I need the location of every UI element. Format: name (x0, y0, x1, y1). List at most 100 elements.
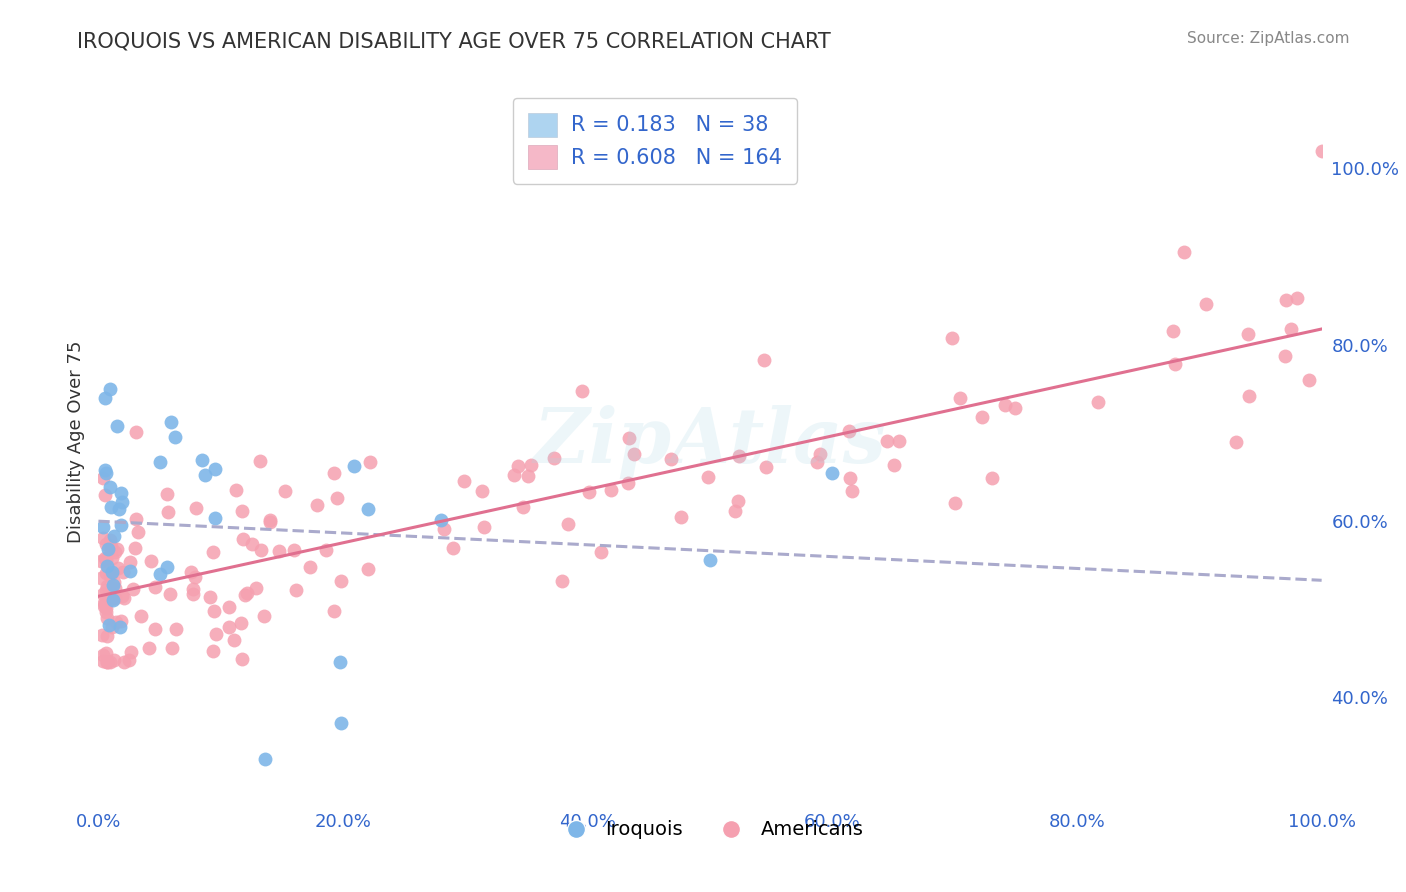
Point (97, 541, 120, 556)
Point (100, 565, 122, 579)
Point (90, 554, 112, 568)
Point (96, 553, 118, 567)
Point (323, 604, 346, 618)
Point (259, 515, 281, 529)
Point (543, 450, 565, 465)
Point (94, 550, 117, 565)
Point (1161, 325, 1184, 339)
Point (118, 555, 141, 569)
Point (91, 531, 114, 545)
Point (474, 520, 496, 534)
Point (108, 502, 131, 516)
Point (112, 565, 135, 579)
Point (755, 460, 778, 475)
Point (1279, 322, 1302, 336)
Text: Source: ZipAtlas.com: Source: ZipAtlas.com (1187, 31, 1350, 46)
Point (96, 629, 118, 643)
Point (305, 498, 328, 512)
Point (838, 424, 860, 438)
Point (1237, 326, 1260, 341)
Point (441, 541, 464, 556)
Point (204, 462, 226, 476)
Point (96, 655, 118, 669)
Point (156, 560, 179, 574)
Point (114, 591, 136, 606)
Point (159, 415, 181, 429)
Point (972, 409, 994, 424)
Text: ZipAtlas: ZipAtlas (534, 405, 886, 478)
Point (155, 487, 177, 501)
Point (101, 551, 124, 566)
Point (198, 590, 221, 604)
Point (120, 645, 142, 659)
Point (98, 382, 121, 396)
Point (96, 655, 118, 669)
Point (1298, 373, 1320, 387)
Point (806, 455, 828, 469)
Point (589, 544, 612, 558)
Point (357, 562, 380, 576)
Point (194, 468, 217, 483)
Point (105, 542, 128, 557)
Y-axis label: Disability Age Over 75: Disability Age Over 75 (66, 340, 84, 543)
Point (201, 644, 224, 658)
Point (752, 352, 775, 367)
Point (93, 596, 115, 610)
Point (94, 566, 117, 581)
Point (204, 511, 226, 525)
Point (1173, 244, 1195, 259)
Point (471, 483, 494, 498)
Point (183, 570, 205, 584)
Point (191, 452, 214, 467)
Point (91, 654, 114, 668)
Point (512, 500, 534, 514)
Point (619, 431, 641, 445)
Point (242, 537, 264, 551)
Point (202, 604, 225, 618)
Point (96, 559, 118, 574)
Point (571, 384, 593, 399)
Point (100, 591, 122, 606)
Point (98, 567, 121, 582)
Point (94, 463, 117, 477)
Point (329, 655, 352, 669)
Point (96, 610, 118, 624)
Point (166, 623, 188, 637)
Point (103, 529, 125, 543)
Point (181, 582, 204, 596)
Point (100, 543, 122, 558)
Point (105, 418, 128, 433)
Point (202, 545, 225, 559)
Point (145, 580, 167, 594)
Point (125, 512, 148, 526)
Point (94, 646, 117, 660)
Point (138, 640, 160, 655)
Legend: Iroquois, Americans: Iroquois, Americans (548, 813, 872, 847)
Point (229, 615, 252, 630)
Point (121, 582, 143, 596)
Point (91, 648, 114, 662)
Point (90, 571, 112, 585)
Point (981, 471, 1004, 485)
Point (724, 504, 747, 518)
Point (323, 466, 346, 480)
Point (699, 553, 721, 567)
Point (124, 541, 146, 555)
Point (315, 542, 337, 557)
Point (129, 609, 152, 624)
Point (821, 466, 844, 480)
Point (1004, 401, 1026, 415)
Point (96, 605, 118, 619)
Point (269, 543, 291, 558)
Point (254, 752, 277, 766)
Point (233, 588, 256, 602)
Point (110, 485, 132, 500)
Point (727, 493, 749, 508)
Point (159, 587, 181, 601)
Point (94, 583, 117, 598)
Point (96, 537, 118, 551)
Point (180, 565, 202, 579)
Point (112, 655, 135, 669)
Point (104, 581, 127, 595)
Point (941, 331, 963, 345)
